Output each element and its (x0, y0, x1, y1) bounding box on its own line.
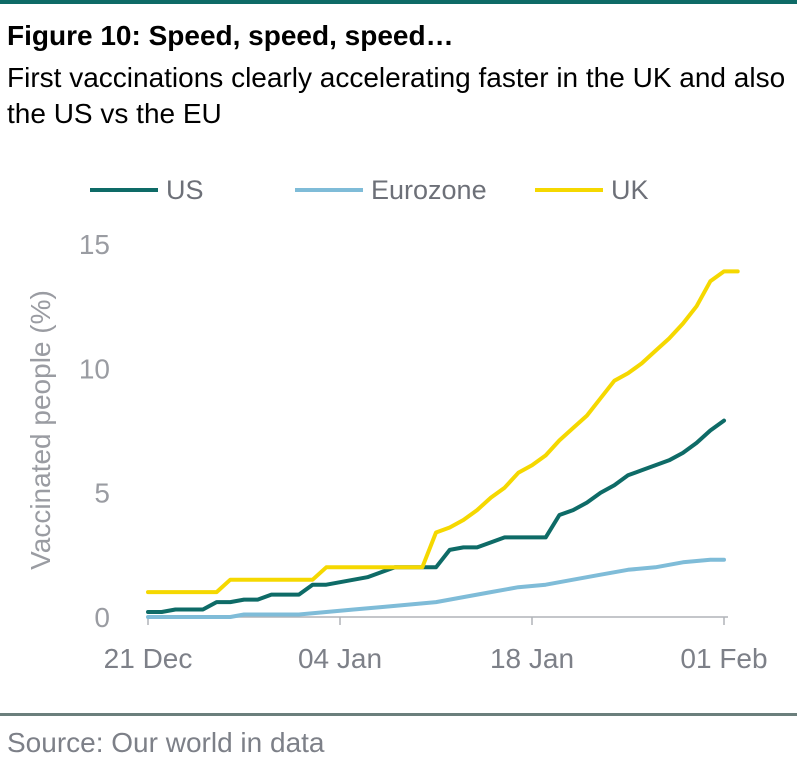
top-rule (0, 0, 797, 4)
y-tick-label: 0 (94, 602, 110, 633)
legend-label-uk: UK (611, 175, 649, 205)
figure-subtitle: First vaccinations clearly accelerating … (7, 62, 786, 129)
legend-label-us: US (166, 175, 204, 205)
series-line-uk (146, 269, 740, 595)
x-tick-label: 18 Jan (490, 643, 574, 674)
series-line-eurozone (146, 557, 726, 619)
x-tick-label: 21 Dec (104, 643, 193, 674)
x-tick-label: 01 Feb (680, 643, 767, 674)
figure-title: Figure 10: Speed, speed, speed… (7, 20, 454, 51)
x-tick-label: 04 Jan (298, 643, 382, 674)
source-note: Source: Our world in data (7, 727, 325, 758)
y-tick-label: 5 (94, 478, 110, 509)
y-tick-label: 15 (79, 229, 110, 260)
legend-label-eurozone: Eurozone (371, 175, 487, 205)
y-axis-label: Vaccinated people (%) (25, 290, 56, 570)
line-chart: US Eurozone UK Vaccinated people (%) 0 5 10 15 2… (25, 175, 768, 674)
bottom-rule (0, 713, 797, 716)
y-tick-label: 10 (79, 353, 110, 384)
series-line-us (146, 418, 726, 614)
